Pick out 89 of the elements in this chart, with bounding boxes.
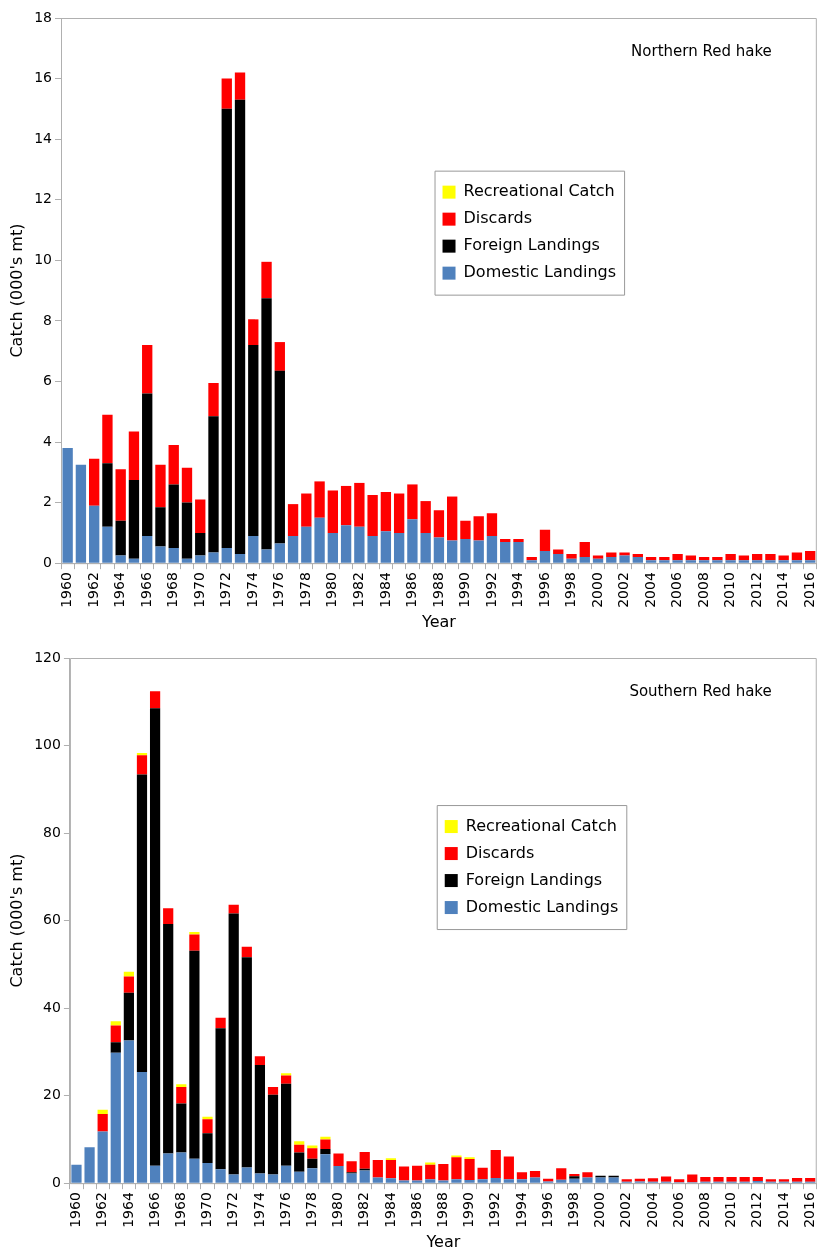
legend-label: Recreational Catch xyxy=(463,181,615,201)
y-tick-label: 20 xyxy=(43,1086,61,1103)
x-tick-label: 1986 xyxy=(403,572,420,608)
x-tick-label: 1988 xyxy=(433,1192,450,1228)
y-tick-label: 18 xyxy=(34,8,53,25)
x-tick-label: 2002 xyxy=(615,572,632,608)
x-tick-label: 2010 xyxy=(722,1192,739,1228)
legend-label: Domestic Landings xyxy=(463,262,617,282)
x-tick-label: 1992 xyxy=(486,1192,503,1228)
y-tick-label: 0 xyxy=(43,553,53,570)
x-tick-label: 2004 xyxy=(641,572,658,608)
x-tick-label: 2016 xyxy=(800,1192,817,1228)
legend-label: Discards xyxy=(465,842,535,862)
x-tick-label: 1986 xyxy=(407,1192,424,1228)
x-tick-label: 1990 xyxy=(460,1192,477,1228)
x-tick-label: 1990 xyxy=(456,572,473,608)
legend-label: Foreign Landings xyxy=(463,235,600,255)
x-tick-label: 1996 xyxy=(535,572,552,608)
y-tick-label: 80 xyxy=(43,823,61,840)
x-tick-label: 1970 xyxy=(198,1192,215,1228)
legend-label: Domestic Landings xyxy=(465,896,619,916)
y-tick-label: 60 xyxy=(43,911,61,928)
y-tick-label: 14 xyxy=(34,129,53,146)
x-tick-label: 2006 xyxy=(668,572,685,608)
x-tick-label: 2014 xyxy=(774,1192,791,1228)
y-tick-label: 16 xyxy=(34,69,53,86)
x-tick-label: 1998 xyxy=(564,1192,581,1228)
y-tick-label: 12 xyxy=(34,190,53,207)
y-tick-label: 2 xyxy=(43,493,53,510)
x-tick-label: 1980 xyxy=(323,572,340,608)
text: Southern Red hake xyxy=(629,681,772,700)
x-tick-label: 1974 xyxy=(250,1192,267,1228)
x-axis-title: Year xyxy=(420,611,457,631)
y-tick-label: 8 xyxy=(43,311,53,328)
y-tick-label: 6 xyxy=(43,372,53,389)
x-tick-label: 1984 xyxy=(376,572,393,608)
x-tick-label: 1998 xyxy=(562,572,579,608)
x-tick-label: 1960 xyxy=(58,572,75,608)
x-tick-label: 1962 xyxy=(93,1192,110,1228)
legend-label: Recreational Catch xyxy=(465,815,617,835)
x-tick-label: 2016 xyxy=(800,572,817,608)
x-tick-label: 1970 xyxy=(190,572,207,608)
x-tick-label: 1992 xyxy=(482,572,499,608)
x-tick-label: 2014 xyxy=(774,572,791,608)
x-tick-label: 1976 xyxy=(270,572,287,608)
x-tick-label: 1982 xyxy=(350,572,366,608)
x-tick-label: 1976 xyxy=(276,1192,293,1228)
y-tick-label: 120 xyxy=(34,648,61,665)
x-tick-label: 1972 xyxy=(217,572,234,608)
x-tick-label: 1980 xyxy=(329,1192,346,1228)
x-tick-label: 1964 xyxy=(111,572,128,608)
x-tick-label: 1968 xyxy=(171,1192,188,1228)
x-tick-label: 1984 xyxy=(381,1192,398,1228)
x-tick-label: 1996 xyxy=(538,1192,555,1228)
x-axis-title: Year xyxy=(425,1231,461,1251)
x-tick-label: 2012 xyxy=(747,572,764,608)
legend-label: Foreign Landings xyxy=(465,869,603,889)
legend-label: Discards xyxy=(463,208,533,228)
x-tick-label: 1994 xyxy=(509,572,526,608)
x-tick-label: 1972 xyxy=(224,1192,241,1228)
x-tick-label: 2010 xyxy=(721,572,738,608)
x-tick-label: 2008 xyxy=(694,572,711,608)
x-tick-label: 2004 xyxy=(643,1192,660,1228)
y-axis-title: Catch (000's mt) xyxy=(6,223,26,358)
y-tick-label: 10 xyxy=(34,250,53,267)
x-tick-label: 1966 xyxy=(145,1192,162,1228)
x-tick-label: 1964 xyxy=(119,1192,136,1228)
x-tick-label: 1988 xyxy=(429,572,446,608)
x-tick-label: 1960 xyxy=(67,1192,84,1228)
x-tick-label: 1974 xyxy=(243,572,260,608)
text: Northern Red hake xyxy=(631,41,772,60)
y-tick-label: 4 xyxy=(43,432,53,449)
y-tick-label: 100 xyxy=(34,736,61,753)
x-tick-label: 2000 xyxy=(588,572,605,608)
x-tick-label: 2008 xyxy=(696,1192,713,1228)
x-tick-label: 1978 xyxy=(302,1192,319,1228)
x-tick-label: 1982 xyxy=(355,1192,372,1228)
y-tick-label: 40 xyxy=(43,998,61,1015)
x-tick-label: 1978 xyxy=(296,572,313,608)
x-tick-label: 2012 xyxy=(748,1192,765,1228)
x-tick-label: 1968 xyxy=(164,572,181,608)
y-axis-title: Catch (000's mt) xyxy=(6,853,26,988)
x-tick-label: 2000 xyxy=(591,1192,608,1228)
x-tick-label: 1966 xyxy=(137,572,154,608)
y-tick-label: 0 xyxy=(52,1173,61,1190)
x-tick-label: 2002 xyxy=(617,1192,634,1228)
x-tick-label: 2006 xyxy=(669,1192,686,1228)
x-tick-label: 1994 xyxy=(512,1192,529,1228)
x-tick-label: 1962 xyxy=(84,572,101,608)
